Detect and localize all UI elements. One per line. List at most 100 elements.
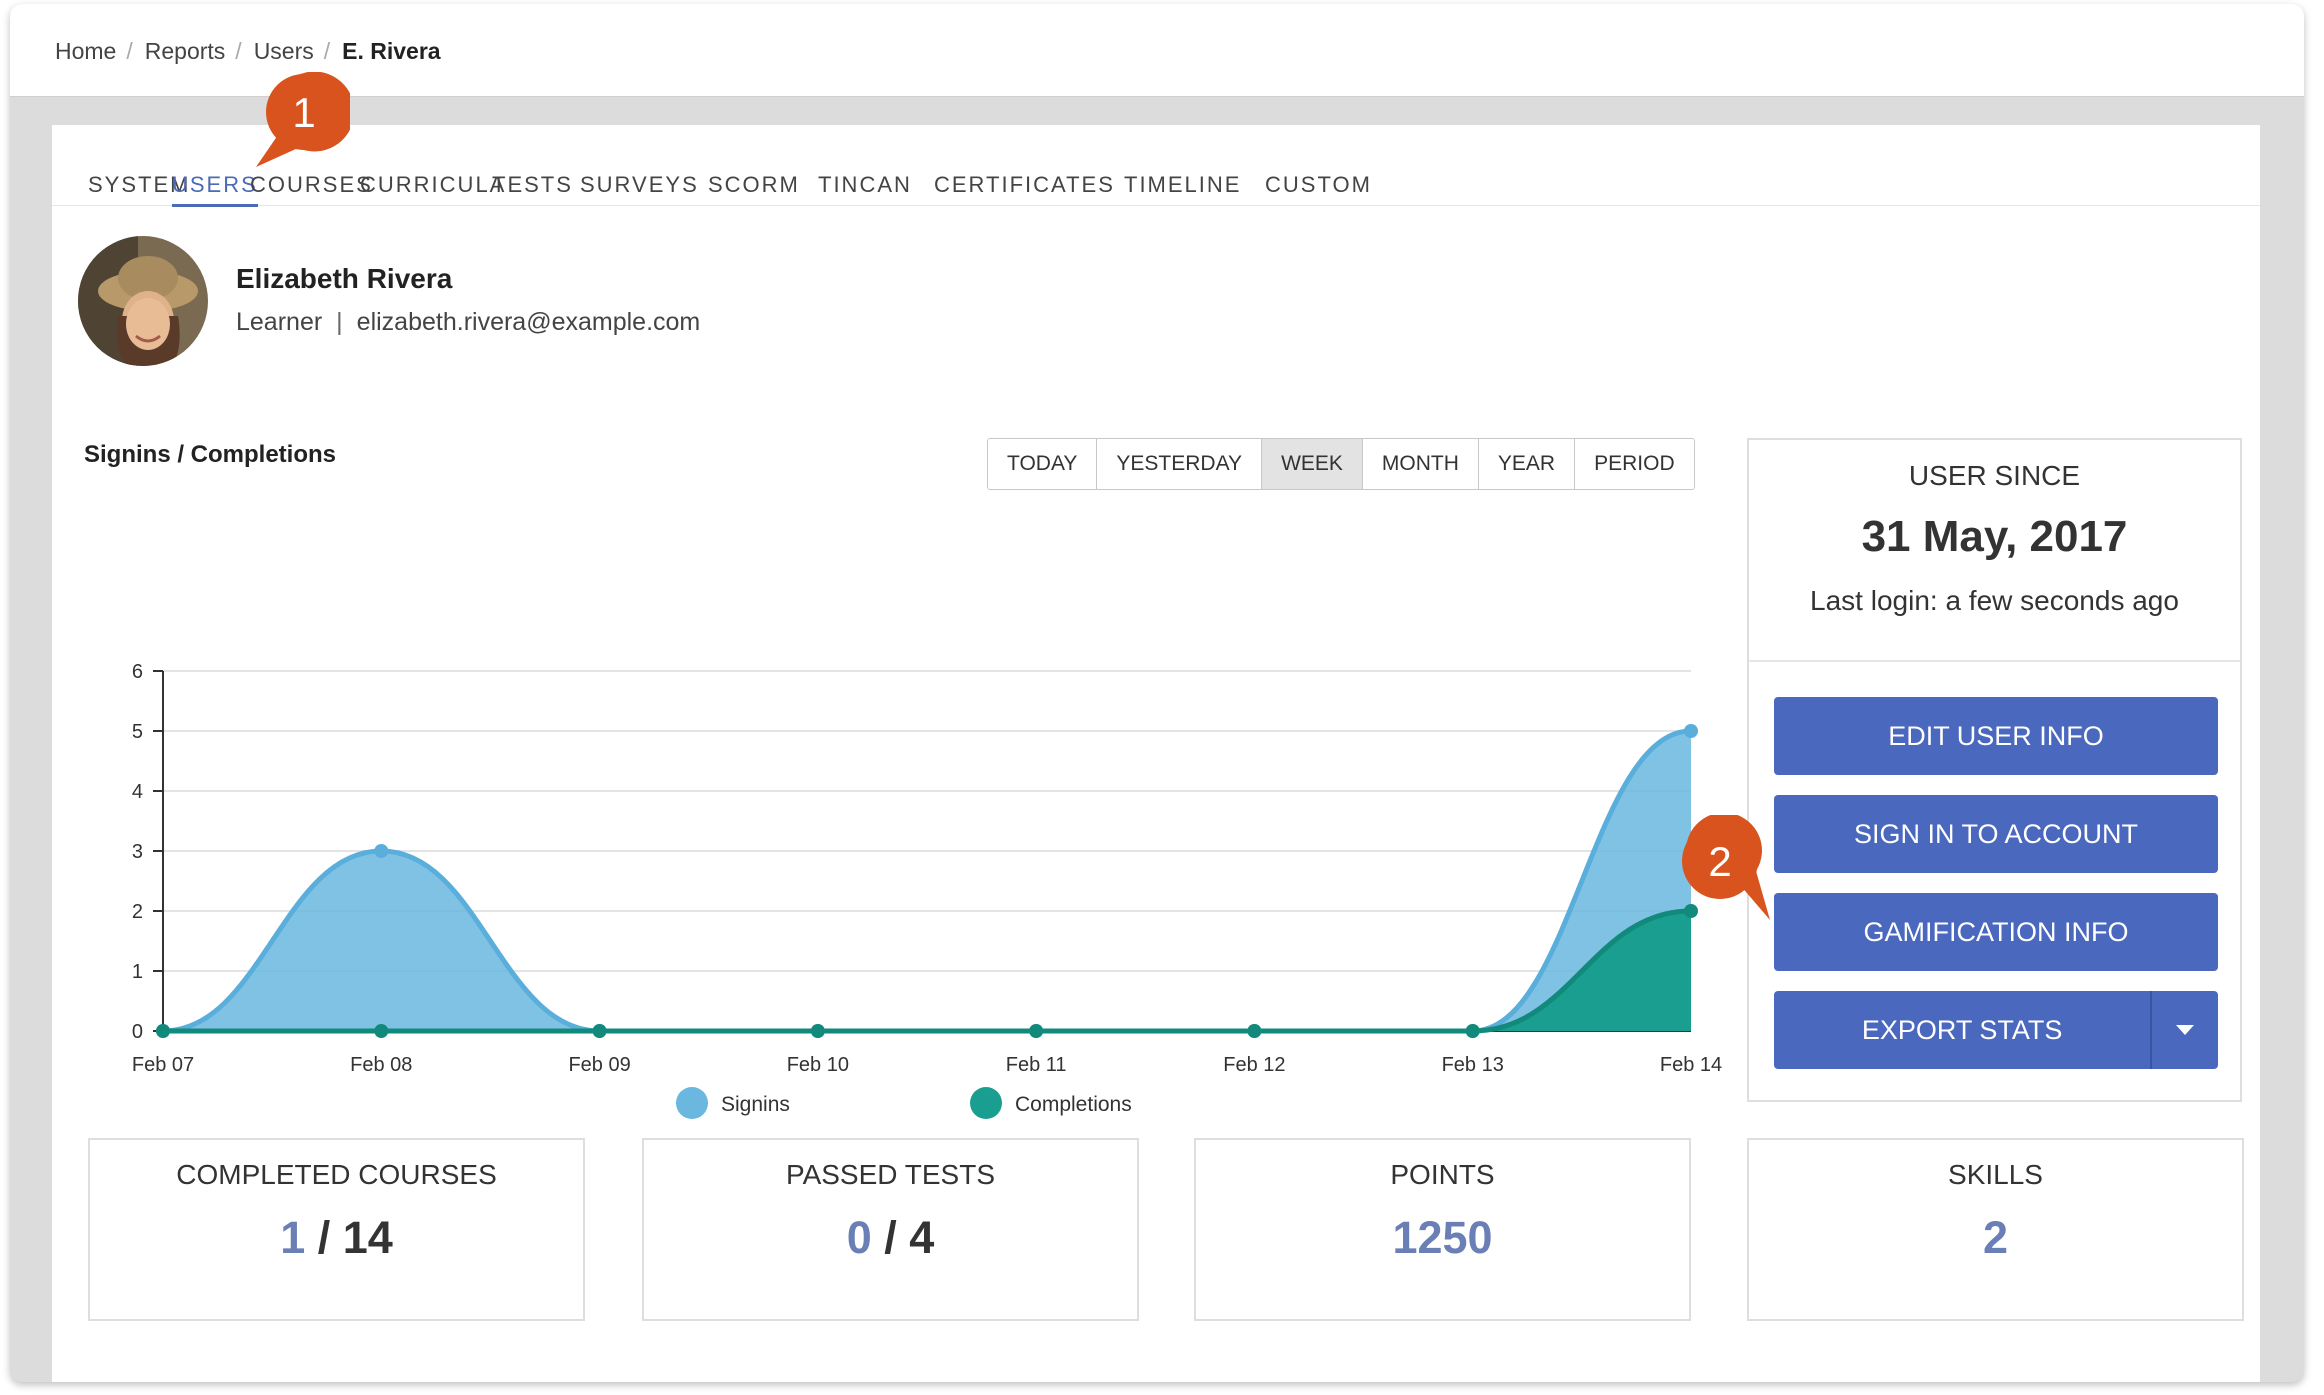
user-name: Elizabeth Rivera [236,263,453,294]
data-point-signins [374,844,389,858]
top-bar: Home / Reports / Users / E. Rivera [10,4,2304,97]
callout-2-number: 2 [1708,838,1731,885]
user-role: Learner [236,308,323,336]
edit-user-info-label: EDIT USER INFO [1888,720,2104,751]
breadcrumb-current: E. Rivera [342,38,441,64]
data-point-completions [156,1024,170,1038]
tab-tincan[interactable]: TINCAN [818,172,912,197]
legend-marker-completions [970,1087,1002,1119]
passed-tests-label: PASSED TESTS [785,1159,996,1190]
y-tick-label: 1 [132,961,143,983]
user-since-date: 31 May, 2017 [1861,512,2128,561]
caret-down-icon [2176,1025,2195,1035]
report-card: SYSTEM USERS COURSES CURRICULA TESTS SUR… [52,125,2260,1382]
period-period-button[interactable]: PERIOD [1575,439,1694,489]
points-label: POINTS [1390,1159,1495,1190]
export-stats-label: EXPORT STATS [1861,1014,2063,1045]
legend-label-signins: Signins [721,1093,790,1116]
skills-stat: SKILLS 2 [1747,1138,2244,1321]
period-year-button[interactable]: YEAR [1478,439,1576,489]
chart-title: Signins / Completions [84,441,337,468]
tab-users[interactable]: USERS [172,172,258,207]
breadcrumb-home[interactable]: Home [55,38,117,64]
y-tick-label: 0 [132,1021,143,1043]
series-area-completions [163,911,1691,1031]
data-point-completions [592,1024,607,1038]
breadcrumb: Home / Reports / Users / E. Rivera [55,38,441,65]
period-yesterday-button[interactable]: YESTERDAY [1097,439,1263,489]
y-tick-label: 2 [132,901,143,923]
data-point-completions [1684,904,1698,918]
completed-courses-stat: COMPLETED COURSES 1 / 14 [88,1138,585,1321]
y-tick-label: 5 [132,721,143,743]
completed-courses-value: 1 / 14 [280,1212,393,1263]
breadcrumb-separator: / [126,38,133,64]
passed-tests-stat: PASSED TESTS 0 / 4 [642,1138,1139,1321]
export-stats-dropdown-toggle[interactable] [2150,991,2218,1069]
skills-label: SKILLS [1948,1159,2043,1190]
points-value: 1250 [1392,1212,1493,1263]
x-tick-label: Feb 10 [787,1054,849,1076]
skills-value: 2 [1982,1212,2009,1263]
tab-custom[interactable]: CUSTOM [1265,172,1372,197]
avatar-photo-icon [78,236,208,366]
x-tick-label: Feb 09 [568,1054,630,1076]
x-tick-label: Feb 12 [1223,1054,1285,1076]
period-selector: TODAY YESTERDAY WEEK MONTH YEAR PERIOD [987,438,1695,490]
period-today-button[interactable]: TODAY [988,439,1098,489]
tab-timeline[interactable]: TIMELINE [1124,172,1242,197]
gamification-info-button[interactable]: GAMIFICATION INFO [1774,893,2218,971]
completed-courses-total: 14 [342,1212,393,1263]
tab-courses[interactable]: COURSES [250,172,373,197]
data-point-completions [1247,1024,1262,1038]
data-point-completions [810,1024,825,1038]
completed-courses-count: 1 [280,1212,306,1263]
user-since-panel: USER SINCE 31 May, 2017 Last login: a fe… [1747,438,2242,1102]
tab-certificates[interactable]: CERTIFICATES [934,172,1115,197]
breadcrumb-separator: / [323,38,331,64]
role-separator: | [336,308,343,336]
data-point-signins [1684,724,1698,738]
x-tick-label: Feb 13 [1442,1054,1504,1076]
tab-curricula[interactable]: CURRICULA [360,172,507,197]
signins-completions-chart: 0 1 2 3 4 5 6 Feb 07 Feb 08 Feb 09 Feb 10 Feb 11 Feb… [132,661,1722,1119]
tab-system[interactable]: SYSTEM [88,172,191,197]
breadcrumb-separator: / [235,38,242,64]
app-window: Home / Reports / Users / E. Rivera SYSTEM U… [10,4,2304,1382]
user-since-label: USER SINCE [1908,460,2081,491]
legend-marker-signins [676,1087,708,1119]
y-tick-label: 6 [132,661,143,683]
user-email: elizabeth.rivera@example.com [356,308,701,336]
legend-label-completions: Completions [1015,1093,1132,1116]
breadcrumb-reports[interactable]: Reports [144,38,226,64]
period-week-button[interactable]: WEEK [1262,439,1363,489]
x-tick-label: Feb 11 [1006,1054,1067,1076]
avatar [78,236,208,366]
callout-badge-1: 1 [256,72,350,167]
data-point-completions [374,1024,389,1038]
data-point-completions [1465,1024,1480,1038]
export-stats-button[interactable]: EXPORT STATS [1774,991,2218,1069]
passed-tests-count: 0 [846,1212,872,1263]
y-tick-label: 4 [132,781,143,803]
tab-surveys[interactable]: SURVEYS [580,172,699,197]
edit-user-info-button[interactable]: EDIT USER INFO [1774,697,2218,775]
points-stat: POINTS 1250 [1194,1138,1691,1321]
data-point-completions [1029,1024,1044,1038]
completed-courses-label: COMPLETED COURSES [176,1159,497,1190]
report-tabs: SYSTEM USERS COURSES CURRICULA TESTS SUR… [52,125,2260,207]
panel-divider [1749,660,2240,662]
gamification-info-label: GAMIFICATION INFO [1863,916,2129,947]
user-role-email: Learner | elizabeth.rivera@example.com [236,308,700,337]
tab-tests[interactable]: TESTS [492,172,573,197]
passed-tests-total: 4 [909,1212,935,1263]
last-login: Last login: a few seconds ago [1810,585,2179,616]
breadcrumb-users[interactable]: Users [253,38,314,64]
tab-scorm[interactable]: SCORM [708,172,800,197]
y-tick-label: 3 [132,841,143,863]
passed-tests-value: 0 / 4 [846,1212,935,1263]
callout-1-number: 1 [292,89,315,136]
period-month-button[interactable]: MONTH [1362,439,1479,489]
callout-badge-2: 2 [1682,815,1770,920]
sign-in-to-account-button[interactable]: SIGN IN TO ACCOUNT [1774,795,2218,873]
